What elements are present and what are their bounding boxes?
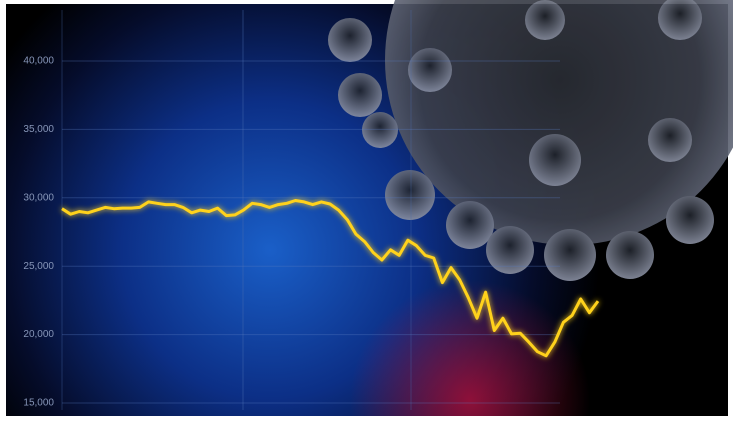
y-tick-label: 35,000 [23,124,54,135]
y-tick-label: 30,000 [23,192,54,203]
y-tick-label: 20,000 [23,329,54,340]
y-tick-label: 25,000 [23,261,54,272]
virus [328,0,733,281]
y-tick-label: 40,000 [23,56,54,67]
data-line [61,199,600,358]
y-tick-label: 15,000 [23,398,54,409]
